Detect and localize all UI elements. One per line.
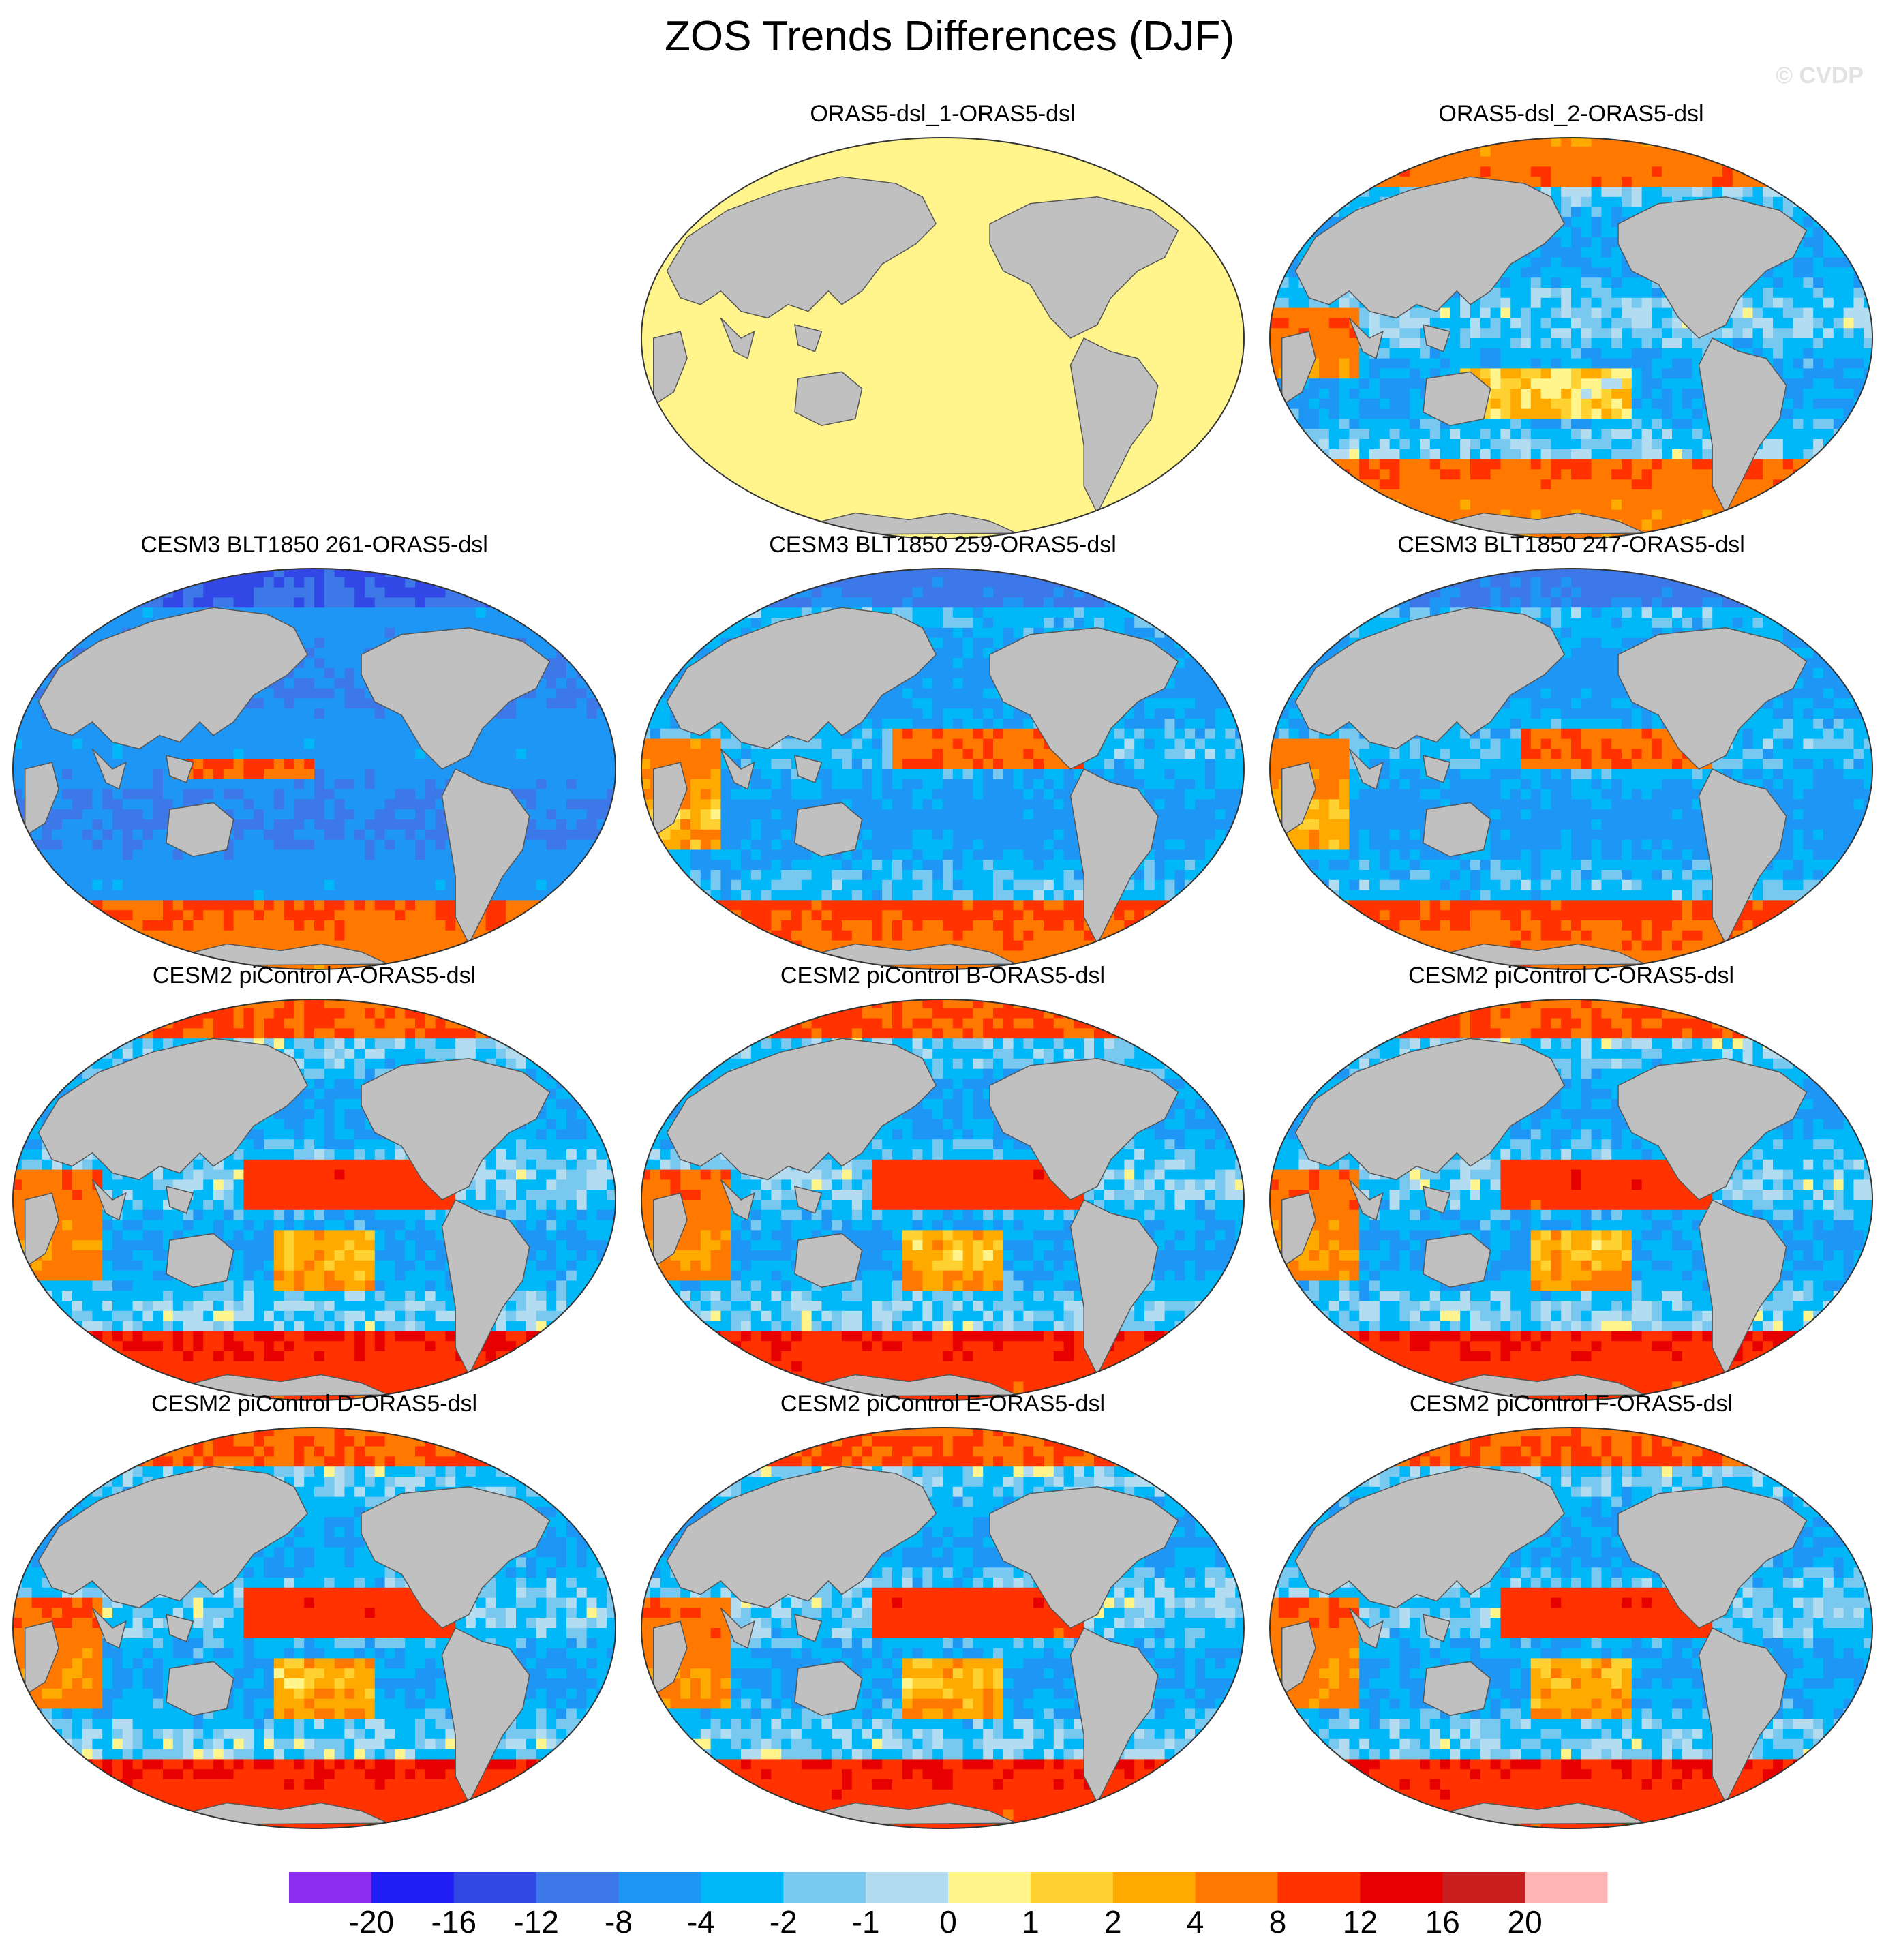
colorbar-tick-label: -12 — [513, 1903, 558, 1940]
world-map — [640, 567, 1245, 971]
colorbar-swatch — [1525, 1872, 1608, 1903]
colorbar-tick-label: -2 — [770, 1903, 797, 1940]
colorbar-swatch — [701, 1872, 784, 1903]
colorbar-tick-label: 2 — [1104, 1903, 1122, 1940]
map-panel: ORAS5-dsl_2-ORAS5-dsl — [1268, 101, 1874, 540]
panel-title: ORAS5-dsl_1-ORAS5-dsl — [639, 101, 1246, 127]
colorbar-swatch — [783, 1872, 866, 1903]
colorbar-tick-label: 0 — [939, 1903, 957, 1940]
map-panel: CESM2 piControl B-ORAS5-dsl — [639, 963, 1246, 1402]
world-map — [12, 567, 617, 971]
colorbar-swatch — [1442, 1872, 1525, 1903]
watermark: © CVDP — [1776, 63, 1864, 89]
colorbar-tick-label: -1 — [852, 1903, 880, 1940]
colorbar-swatch — [1112, 1872, 1196, 1903]
colorbar-tick-label: 12 — [1343, 1903, 1378, 1940]
panel-title: CESM3 BLT1850 247-ORAS5-dsl — [1268, 532, 1874, 558]
panel-title: CESM3 BLT1850 259-ORAS5-dsl — [639, 532, 1246, 558]
colorbar-tick-label: 1 — [1022, 1903, 1039, 1940]
map-panel: CESM3 BLT1850 259-ORAS5-dsl — [639, 532, 1246, 971]
map-panel: CESM2 piControl E-ORAS5-dsl — [639, 1391, 1246, 1830]
colorbar-tick-label: -8 — [605, 1903, 633, 1940]
colorbar-swatch — [1195, 1872, 1278, 1903]
world-map — [640, 136, 1245, 540]
panel-title: CESM3 BLT1850 261-ORAS5-dsl — [11, 532, 618, 558]
colorbar-tick-label: 16 — [1425, 1903, 1460, 1940]
panel-title: CESM2 piControl F-ORAS5-dsl — [1268, 1391, 1874, 1417]
world-map — [12, 1426, 617, 1830]
figure-title: ZOS Trends Differences (DJF) — [0, 12, 1899, 61]
colorbar-swatch — [289, 1872, 372, 1903]
colorbar-tick-label: 20 — [1508, 1903, 1543, 1940]
panel-title: CESM2 piControl D-ORAS5-dsl — [11, 1391, 618, 1417]
map-panel: CESM2 piControl C-ORAS5-dsl — [1268, 963, 1874, 1402]
colorbar-tick-label: -4 — [687, 1903, 715, 1940]
world-map — [640, 1426, 1245, 1830]
colorbar-swatch — [1360, 1872, 1443, 1903]
panel-title: CESM2 piControl C-ORAS5-dsl — [1268, 963, 1874, 989]
colorbar-swatch — [453, 1872, 537, 1903]
map-panel: CESM3 BLT1850 247-ORAS5-dsl — [1268, 532, 1874, 971]
colorbar-swatch — [371, 1872, 455, 1903]
colorbar-tick-label: 4 — [1187, 1903, 1204, 1940]
panel-title: CESM2 piControl A-ORAS5-dsl — [11, 963, 618, 989]
panel-title: CESM2 piControl B-ORAS5-dsl — [639, 963, 1246, 989]
panel-title: ORAS5-dsl_2-ORAS5-dsl — [1268, 101, 1874, 127]
colorbar-tick-label: -20 — [349, 1903, 394, 1940]
world-map — [1268, 567, 1874, 971]
colorbar-tick-label: -16 — [431, 1903, 476, 1940]
panel-title: CESM2 piControl E-ORAS5-dsl — [639, 1391, 1246, 1417]
map-panel: ORAS5-dsl_1-ORAS5-dsl — [639, 101, 1246, 540]
colorbar-swatch — [866, 1872, 949, 1903]
colorbar-swatch — [948, 1872, 1031, 1903]
world-map — [12, 998, 617, 1402]
world-map — [1268, 136, 1874, 540]
colorbar-swatch — [618, 1872, 701, 1903]
world-map — [1268, 1426, 1874, 1830]
colorbar-swatch — [536, 1872, 619, 1903]
colorbar-swatch — [1030, 1872, 1114, 1903]
world-map — [640, 998, 1245, 1402]
map-panel: CESM2 piControl F-ORAS5-dsl — [1268, 1391, 1874, 1830]
map-panel: CESM2 piControl A-ORAS5-dsl — [11, 963, 618, 1402]
map-panel: CESM2 piControl D-ORAS5-dsl — [11, 1391, 618, 1830]
map-panel: CESM3 BLT1850 261-ORAS5-dsl — [11, 532, 618, 971]
colorbar-swatch — [1277, 1872, 1361, 1903]
colorbar-tick-label: 8 — [1269, 1903, 1287, 1940]
world-map — [1268, 998, 1874, 1402]
